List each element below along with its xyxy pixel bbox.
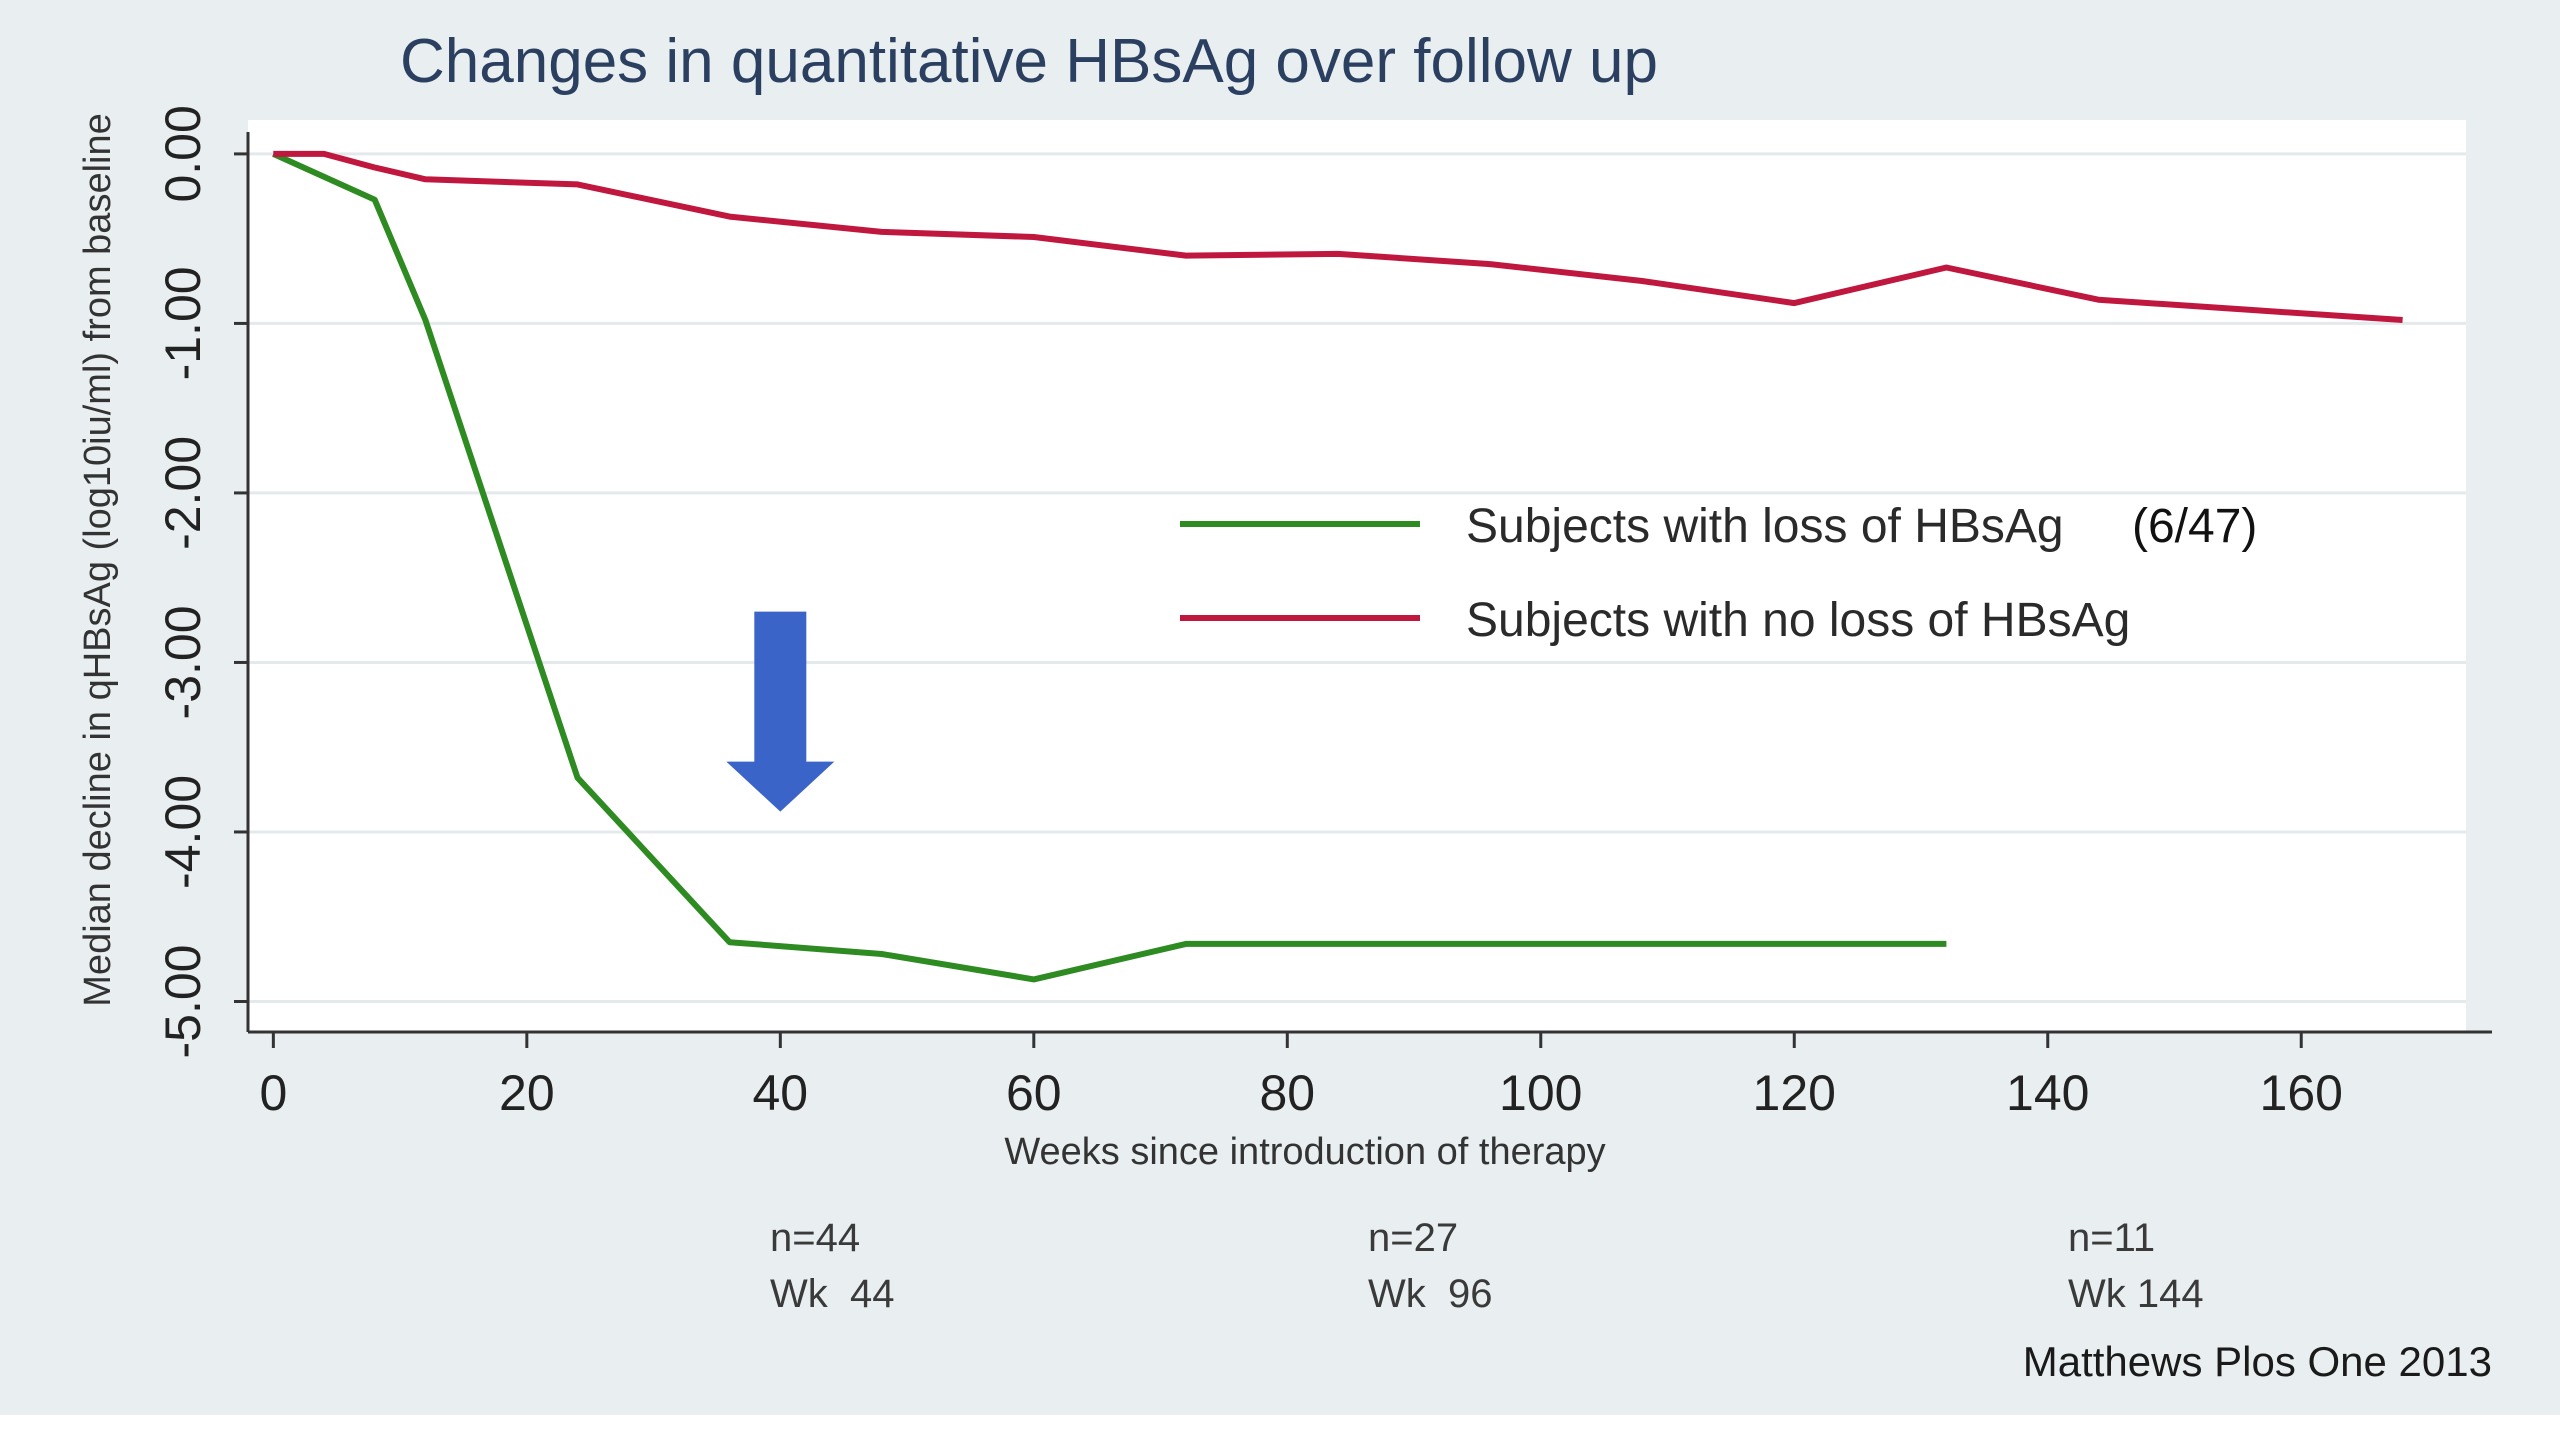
y-tick-label: -4.00 bbox=[155, 775, 211, 889]
annotation-week: Wk 96 bbox=[1368, 1272, 1493, 1316]
annotation-week144: n=11 Wk 144 bbox=[2068, 1210, 2204, 1322]
x-tick-label: 120 bbox=[1753, 1065, 1836, 1121]
annotation-week: Wk 144 bbox=[2068, 1272, 2204, 1316]
y-tick-label: 0.00 bbox=[155, 105, 211, 202]
annotation-week: Wk 44 bbox=[770, 1272, 895, 1316]
series-line-hbsag-loss bbox=[272, 151, 1947, 983]
y-tick-label: -2.00 bbox=[155, 436, 211, 550]
legend-label: Subjects with loss of HBsAg bbox=[1466, 500, 2064, 553]
y-axis-label: Median decline in qHBsAg (log10iu/ml) fr… bbox=[77, 113, 119, 1006]
x-tick-label: 60 bbox=[1006, 1065, 1062, 1121]
source-credit: Matthews Plos One 2013 bbox=[2022, 1338, 2492, 1385]
x-tick-label: 20 bbox=[499, 1065, 555, 1121]
annotation-n: n=44 bbox=[770, 1216, 861, 1260]
y-tick-label: -1.00 bbox=[155, 266, 211, 380]
legend-label-suffix: (6/47) bbox=[2132, 500, 2257, 553]
x-axis-label: Weeks since introduction of therapy bbox=[1004, 1131, 1605, 1173]
x-tick-label: 160 bbox=[2260, 1065, 2343, 1121]
annotation-n: n=27 bbox=[1368, 1216, 1459, 1260]
y-tick-label: -5.00 bbox=[155, 945, 211, 1059]
x-tick-label: 100 bbox=[1499, 1065, 1582, 1121]
annotation-week44: n=44 Wk 44 bbox=[770, 1210, 894, 1322]
x-tick-label: 140 bbox=[2006, 1065, 2089, 1121]
plot-area bbox=[248, 120, 2466, 1032]
annotation-n: n=11 bbox=[2068, 1216, 2156, 1260]
x-tick-label: 80 bbox=[1259, 1065, 1315, 1121]
down-arrow-icon bbox=[726, 611, 835, 812]
y-tick-label: -3.00 bbox=[155, 605, 211, 719]
legend-label: Subjects with no loss of HBsAg bbox=[1466, 594, 2130, 647]
x-tick-label: 40 bbox=[753, 1065, 809, 1121]
chart-title: Changes in quantitative HBsAg over follo… bbox=[400, 27, 1658, 96]
annotation-week96: n=27 Wk 96 bbox=[1368, 1210, 1492, 1322]
x-tick-label: 0 bbox=[259, 1065, 287, 1121]
series-line-no-hbsag-loss bbox=[273, 150, 2403, 323]
